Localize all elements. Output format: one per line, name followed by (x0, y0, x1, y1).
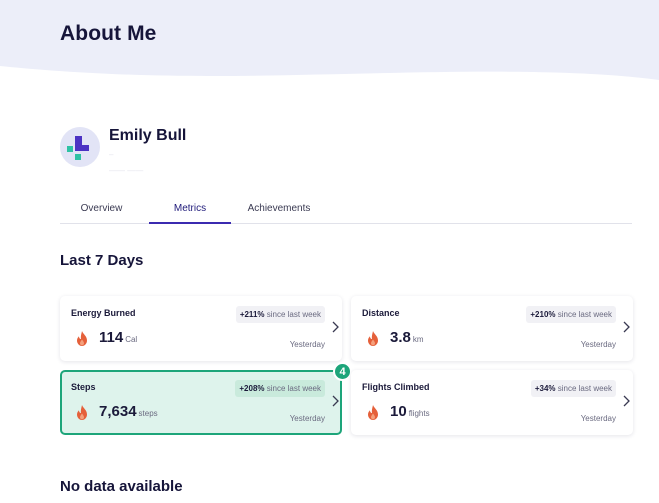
metric-card-distance[interactable]: Distance +210% since last week 3.8 km Yes… (351, 296, 633, 361)
metric-value: 114 (99, 329, 124, 346)
change-suffix: since last week (266, 310, 321, 319)
change-badge: +34% since last week (530, 380, 616, 397)
flame-icon (77, 405, 87, 420)
metric-title: Distance (362, 308, 400, 318)
chevron-right-icon[interactable] (332, 395, 339, 407)
page-title: About Me (60, 22, 157, 45)
change-suffix: since last week (266, 384, 321, 393)
change-suffix: since last week (557, 310, 612, 319)
metric-unit: km (412, 335, 424, 344)
metric-value: 3.8 (390, 329, 411, 346)
chevron-right-icon[interactable] (332, 321, 339, 333)
user-name: Emily Bull (109, 127, 187, 144)
change-suffix: since last week (557, 384, 612, 393)
change-badge: +210% since last week (526, 306, 616, 323)
step-marker-badge: 4 (333, 362, 352, 381)
metric-title: Energy Burned (71, 308, 136, 318)
user-subtitle: – (109, 150, 114, 159)
change-percent: +211% (239, 310, 265, 319)
metric-value-group: 7,634 steps (99, 403, 158, 420)
change-badge: +208% since last week (235, 380, 325, 397)
header-band (0, 0, 659, 95)
no-data-title: No data available (60, 478, 183, 495)
metric-title: Flights Climbed (362, 382, 430, 392)
chevron-right-icon[interactable] (623, 321, 630, 333)
metric-unit: flights (408, 409, 430, 418)
flame-icon (77, 331, 87, 346)
user-subtitle-secondary: —— —— (109, 166, 144, 175)
tab-achievements[interactable]: Achievements (247, 203, 311, 214)
tab-bar: Overview Metrics Achievements (60, 199, 632, 224)
flame-icon (368, 331, 378, 346)
metric-card-steps[interactable]: Steps +208% since last week 7,634 steps Y… (60, 370, 342, 435)
tab-metrics[interactable]: Metrics (149, 203, 231, 224)
chevron-right-icon[interactable] (623, 395, 630, 407)
metric-card-energy-burned[interactable]: Energy Burned +211% since last week 114 C… (60, 296, 342, 361)
change-percent: +208% (239, 384, 265, 393)
tab-overview[interactable]: Overview (80, 203, 123, 214)
change-percent: +34% (534, 384, 556, 393)
metric-value-group: 10 flights (390, 403, 430, 420)
metric-unit: steps (138, 409, 158, 418)
section-title: Last 7 Days (60, 252, 144, 269)
avatar (60, 127, 100, 167)
metric-value-group: 3.8 km (390, 329, 424, 346)
metric-title: Steps (71, 382, 96, 392)
change-badge: +211% since last week (235, 306, 325, 323)
flame-icon (368, 405, 378, 420)
metric-card-flights-climbed[interactable]: Flights Climbed +34% since last week 10 f… (351, 370, 633, 435)
metric-value: 7,634 (99, 403, 137, 420)
metric-value: 10 (390, 403, 407, 420)
metric-value-group: 114 Cal (99, 329, 137, 346)
metric-unit: Cal (125, 335, 138, 344)
metric-date: Yesterday (289, 340, 325, 349)
metric-date: Yesterday (580, 340, 616, 349)
metric-date: Yesterday (580, 414, 616, 423)
change-percent: +210% (530, 310, 556, 319)
metric-date: Yesterday (289, 414, 325, 423)
